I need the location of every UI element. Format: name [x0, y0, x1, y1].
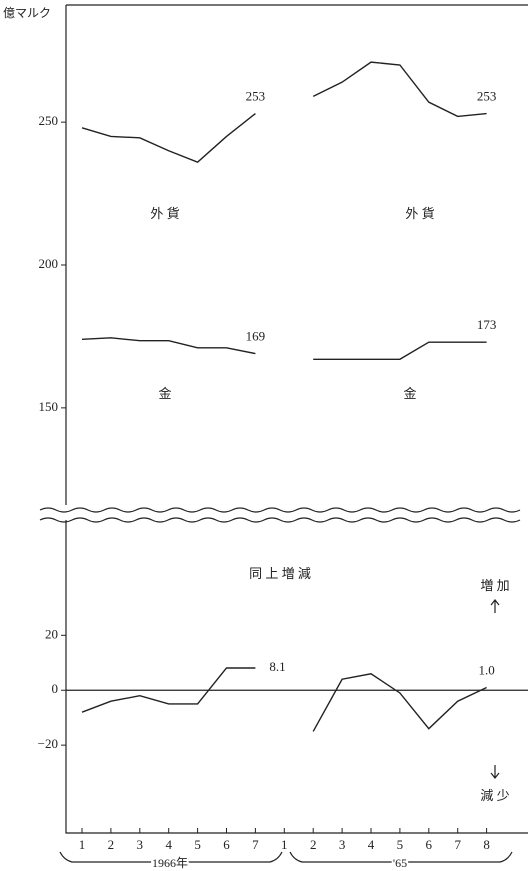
- x-tick-label: 2: [310, 837, 317, 852]
- x-group-label: '65: [393, 856, 407, 870]
- y-tick-label: 250: [39, 113, 59, 128]
- top-frame: [65, 4, 528, 505]
- value-label: 253: [477, 89, 497, 104]
- x-tick-label: 3: [137, 837, 144, 852]
- axis-break: [39, 507, 521, 523]
- x-tick-label: 5: [397, 837, 404, 852]
- x-tick-label: 4: [165, 837, 172, 852]
- line: [81, 113, 256, 163]
- y-tick-label: 20: [45, 626, 58, 641]
- x-tick-label: 3: [339, 837, 346, 852]
- value-label: 173: [477, 317, 497, 332]
- series-label: 外 貨: [150, 206, 179, 221]
- panel-title: 同 上 増 減: [249, 566, 311, 581]
- x-group-label: 1966年: [152, 856, 188, 870]
- x-tick-label: 1: [281, 837, 288, 852]
- series-label: 金: [403, 386, 416, 401]
- bottom-frame: [65, 520, 528, 834]
- line: [313, 341, 487, 360]
- line: [81, 337, 256, 355]
- x-tick-label: 6: [223, 837, 230, 852]
- y-tick-label: 150: [39, 399, 59, 414]
- y-tick-label: 0: [52, 681, 59, 696]
- x-tick-label: 6: [426, 837, 433, 852]
- annotation: 減 少: [480, 788, 509, 803]
- series-label: 外 貨: [405, 206, 434, 221]
- line: [312, 61, 487, 118]
- arrow-down: [490, 765, 500, 779]
- line: [81, 667, 256, 713]
- y-axis-unit: 億マルク: [3, 6, 51, 20]
- value-label: 169: [246, 329, 266, 344]
- line: [312, 673, 487, 732]
- x-tick-label: 1: [79, 837, 86, 852]
- y-tick-label: −20: [38, 736, 58, 751]
- x-tick-label: 7: [454, 837, 461, 852]
- x-group-bracket: [59, 851, 513, 863]
- x-tick-label: 5: [194, 837, 201, 852]
- x-tick-label: 7: [252, 837, 259, 852]
- arrow-up: [490, 599, 500, 613]
- annotation: 増 加: [480, 578, 509, 593]
- value-label: 253: [246, 89, 266, 104]
- y-tick-label: 200: [39, 256, 59, 271]
- value-label: 1.0: [478, 662, 494, 677]
- x-tick-label: 4: [368, 837, 375, 852]
- x-tick-label: 2: [108, 837, 115, 852]
- x-tick-label: 8: [483, 837, 490, 852]
- value-label: 8.1: [269, 659, 285, 674]
- series-label: 金: [158, 386, 171, 401]
